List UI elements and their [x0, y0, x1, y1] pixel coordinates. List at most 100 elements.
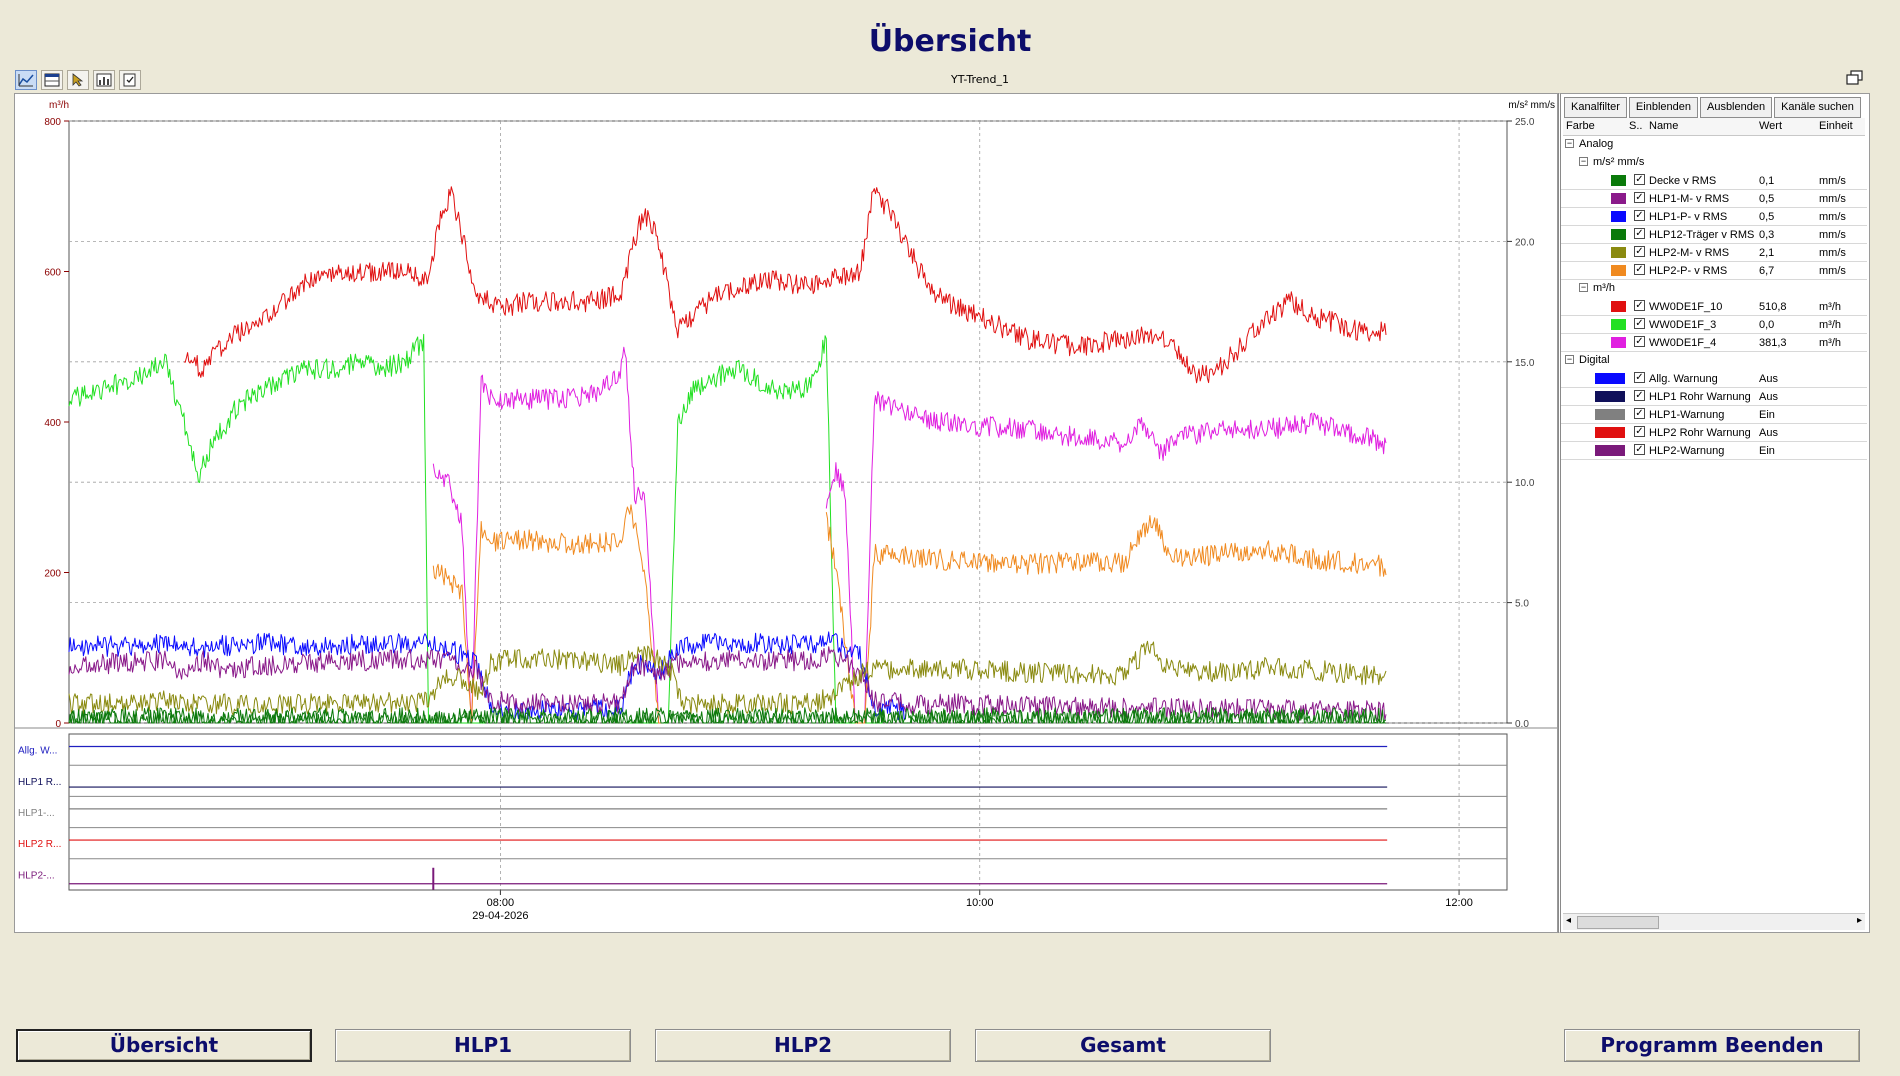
channel-row[interactable]: ✓ WW0DE1F_4 381,3 m³/h — [1561, 334, 1867, 352]
group-label: m³/h — [1593, 282, 1615, 294]
channel-color-swatch[interactable] — [1611, 175, 1626, 186]
channel-color-swatch[interactable] — [1595, 409, 1625, 420]
left-axis-unit: m³/h — [49, 100, 69, 111]
channel-visible-checkbox[interactable]: ✓ — [1634, 372, 1645, 383]
channel-name: HLP1-Warnung — [1649, 409, 1725, 421]
channel-visible-checkbox[interactable]: ✓ — [1634, 318, 1645, 329]
scroll-thumb[interactable] — [1577, 916, 1659, 929]
page-title: Übersicht — [868, 24, 1032, 59]
channel-color-swatch[interactable] — [1595, 445, 1625, 456]
series-line-ww0de1f-3 — [68, 333, 883, 724]
restore-window-icon[interactable] — [1846, 70, 1866, 90]
channel-visible-checkbox[interactable]: ✓ — [1634, 390, 1645, 401]
col-s[interactable]: S.. — [1629, 120, 1643, 132]
channel-color-swatch[interactable] — [1611, 193, 1626, 204]
channel-color-swatch[interactable] — [1611, 319, 1626, 330]
col-name[interactable]: Name — [1649, 120, 1679, 132]
channel-color-swatch[interactable] — [1611, 301, 1626, 312]
channel-row[interactable]: ✓ HLP12-Träger v RMS 0,3 mm/s — [1561, 226, 1867, 244]
group-vibration[interactable]: − m/s² mm/s — [1561, 154, 1867, 172]
channel-color-swatch[interactable] — [1595, 427, 1625, 438]
channel-visible-checkbox[interactable]: ✓ — [1634, 246, 1645, 257]
einblenden-button[interactable]: Einblenden — [1628, 97, 1698, 118]
channel-visible-checkbox[interactable]: ✓ — [1634, 336, 1645, 347]
digital-track-label: HLP1-... — [18, 808, 55, 819]
channel-row[interactable]: ✓ HLP2-Warnung Ein — [1561, 442, 1867, 460]
channel-visible-checkbox[interactable]: ✓ — [1634, 174, 1645, 185]
x-axis-date-label: 29-04-2026 — [472, 910, 528, 922]
channel-value: Ein — [1759, 445, 1775, 457]
channel-color-swatch[interactable] — [1595, 391, 1625, 402]
channel-color-swatch[interactable] — [1611, 337, 1626, 348]
trend-chart-area[interactable]: 0.0 5.0 10.0 15.0 20.0 25.0 0 200 400 600 800 m³/h m… — [14, 93, 1558, 933]
statistics-icon[interactable] — [93, 70, 115, 90]
trend-toolbar — [15, 70, 141, 92]
yt-chart-icon[interactable] — [15, 70, 37, 90]
channel-value: Aus — [1759, 373, 1778, 385]
channel-color-swatch[interactable] — [1611, 265, 1626, 276]
channel-color-swatch[interactable] — [1611, 211, 1626, 222]
scroll-left-icon[interactable]: ◂ — [1566, 915, 1572, 926]
right-axis-tick-label: 5.0 — [1515, 599, 1529, 610]
gesamt-button[interactable]: Gesamt — [975, 1029, 1271, 1062]
channel-row[interactable]: ✓ HLP2-M- v RMS 2,1 mm/s — [1561, 244, 1867, 262]
collapse-icon[interactable]: − — [1579, 282, 1588, 292]
channel-visible-checkbox[interactable]: ✓ — [1634, 408, 1645, 419]
channel-visible-checkbox[interactable]: ✓ — [1634, 426, 1645, 437]
collapse-icon[interactable]: − — [1565, 354, 1574, 364]
kanalfilter-button[interactable]: Kanalfilter — [1564, 97, 1627, 118]
ausblenden-button[interactable]: Ausblenden — [1699, 97, 1773, 118]
channel-row[interactable]: ✓ HLP1-Warnung Ein — [1561, 406, 1867, 424]
export-icon[interactable] — [119, 70, 141, 90]
hlp2-button[interactable]: HLP2 — [655, 1029, 951, 1062]
col-einheit[interactable]: Einheit — [1819, 120, 1853, 132]
cursor-tool-icon[interactable] — [67, 70, 89, 90]
channel-row[interactable]: ✓ WW0DE1F_3 0,0 m³/h — [1561, 316, 1867, 334]
channel-visible-checkbox[interactable]: ✓ — [1634, 192, 1645, 203]
group-digital[interactable]: − Digital — [1561, 352, 1867, 370]
channel-value: Aus — [1759, 391, 1778, 403]
right-axis-tick-label: 0.0 — [1515, 719, 1529, 730]
scroll-right-icon[interactable]: ▸ — [1856, 915, 1862, 926]
uebersicht-button[interactable]: Übersicht — [16, 1029, 312, 1062]
group-label: m/s² mm/s — [1593, 156, 1645, 168]
channel-visible-checkbox[interactable]: ✓ — [1634, 300, 1645, 311]
channel-row[interactable]: ✓ HLP2 Rohr Warnung Aus — [1561, 424, 1867, 442]
ruler-table-icon[interactable] — [41, 70, 63, 90]
hlp1-button[interactable]: HLP1 — [335, 1029, 631, 1062]
channel-color-swatch[interactable] — [1611, 229, 1626, 240]
channel-visible-checkbox[interactable]: ✓ — [1634, 210, 1645, 221]
channel-row[interactable]: ✓ Decke v RMS 0,1 mm/s — [1561, 172, 1867, 190]
collapse-icon[interactable]: − — [1565, 138, 1574, 148]
channel-row[interactable]: ✓ HLP1-M- v RMS 0,5 mm/s — [1561, 190, 1867, 208]
right-axis-tick-label: 20.0 — [1515, 237, 1535, 248]
col-wert[interactable]: Wert — [1759, 120, 1783, 132]
trend-chart[interactable]: 0.0 5.0 10.0 15.0 20.0 25.0 0 200 400 600 800 m³/h m… — [15, 94, 1557, 932]
channel-row[interactable]: ✓ HLP2-P- v RMS 6,7 mm/s — [1561, 262, 1867, 280]
channel-color-swatch[interactable] — [1611, 247, 1626, 258]
channel-visible-checkbox[interactable]: ✓ — [1634, 228, 1645, 239]
channel-row[interactable]: ✓ Allg. Warnung Aus — [1561, 370, 1867, 388]
digital-track-label: Allg. W... — [18, 746, 57, 757]
right-axis-tick-label: 10.0 — [1515, 478, 1535, 489]
group-flow[interactable]: − m³/h — [1561, 280, 1867, 298]
channel-row[interactable]: ✓ HLP1-P- v RMS 0,5 mm/s — [1561, 208, 1867, 226]
collapse-icon[interactable]: − — [1579, 156, 1588, 166]
channel-visible-checkbox[interactable]: ✓ — [1634, 264, 1645, 275]
channel-visible-checkbox[interactable]: ✓ — [1634, 444, 1645, 455]
channel-color-swatch[interactable] — [1595, 373, 1625, 384]
group-label: Analog — [1579, 138, 1614, 150]
channel-unit: mm/s — [1819, 247, 1846, 259]
right-axis-unit: m/s² mm/s — [1508, 100, 1555, 111]
group-analog[interactable]: − Analog — [1561, 136, 1867, 154]
channel-row[interactable]: ✓ WW0DE1F_10 510,8 m³/h — [1561, 298, 1867, 316]
programm-beenden-button[interactable]: Programm Beenden — [1564, 1029, 1860, 1062]
channel-name: HLP2-P- v RMS — [1649, 265, 1728, 277]
plot-frame[interactable] — [68, 120, 1508, 724]
horizontal-scrollbar[interactable]: ◂ ▸ — [1563, 913, 1865, 930]
col-farbe[interactable]: Farbe — [1566, 120, 1595, 132]
channel-row[interactable]: ✓ HLP1 Rohr Warnung Aus — [1561, 388, 1867, 406]
channel-name: HLP2 Rohr Warnung — [1649, 427, 1751, 439]
kanaele-suchen-button[interactable]: Kanäle suchen — [1774, 97, 1861, 118]
channel-value: Ein — [1759, 409, 1775, 421]
